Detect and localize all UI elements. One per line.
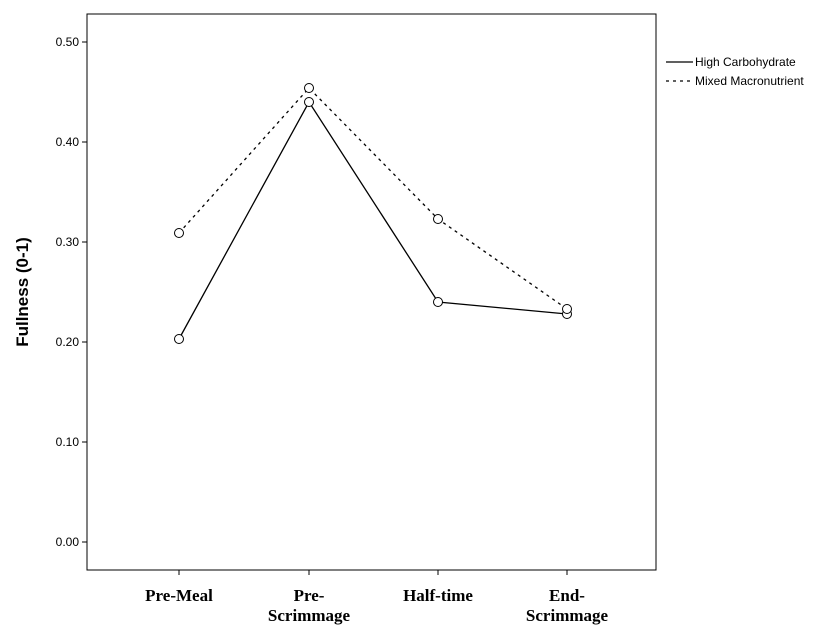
series-line (178, 100, 568, 340)
legend: High Carbohydrate Mixed Macronutrient (666, 55, 804, 88)
x-tick-label-line: Half-time (403, 586, 473, 605)
legend-label: Mixed Macronutrient (695, 74, 804, 88)
x-tick-label: End-Scrimmage (526, 586, 609, 625)
data-point-marker (433, 214, 443, 224)
y-axis: 0.00 0.10 0.20 0.30 0.40 0.50 (56, 35, 87, 549)
data-point-marker (174, 228, 184, 238)
x-tick-label-line: Pre-Meal (145, 586, 213, 605)
y-tick-label: 0.00 (56, 535, 80, 549)
plot-frame (86, 13, 657, 571)
legend-label: High Carbohydrate (695, 55, 796, 69)
series-line (178, 87, 568, 310)
data-point-marker (304, 83, 314, 93)
y-axis-label: Fullness (0-1) (13, 237, 32, 347)
x-tick-label-line: Pre- (294, 586, 325, 605)
y-tick-label: 0.30 (56, 235, 80, 249)
y-tick-label: 0.10 (56, 435, 80, 449)
y-tick-label: 0.20 (56, 335, 80, 349)
series-layer (174, 83, 572, 344)
data-point-marker (304, 97, 314, 107)
series-mixed-macronutrient (174, 83, 572, 314)
series-high-carbohydrate (174, 97, 572, 344)
data-point-marker (562, 304, 572, 314)
x-tick-label-line: Scrimmage (268, 606, 351, 625)
x-tick-label: Pre-Meal (145, 586, 213, 605)
x-tick-label-line: End- (549, 586, 585, 605)
data-point-marker (174, 334, 184, 344)
x-tick-label: Half-time (403, 586, 473, 605)
y-tick-label: 0.40 (56, 135, 80, 149)
x-tick-label-line: Scrimmage (526, 606, 609, 625)
x-tick-label: Pre-Scrimmage (268, 586, 351, 625)
y-tick-label: 0.50 (56, 35, 80, 49)
data-point-marker (433, 297, 443, 307)
